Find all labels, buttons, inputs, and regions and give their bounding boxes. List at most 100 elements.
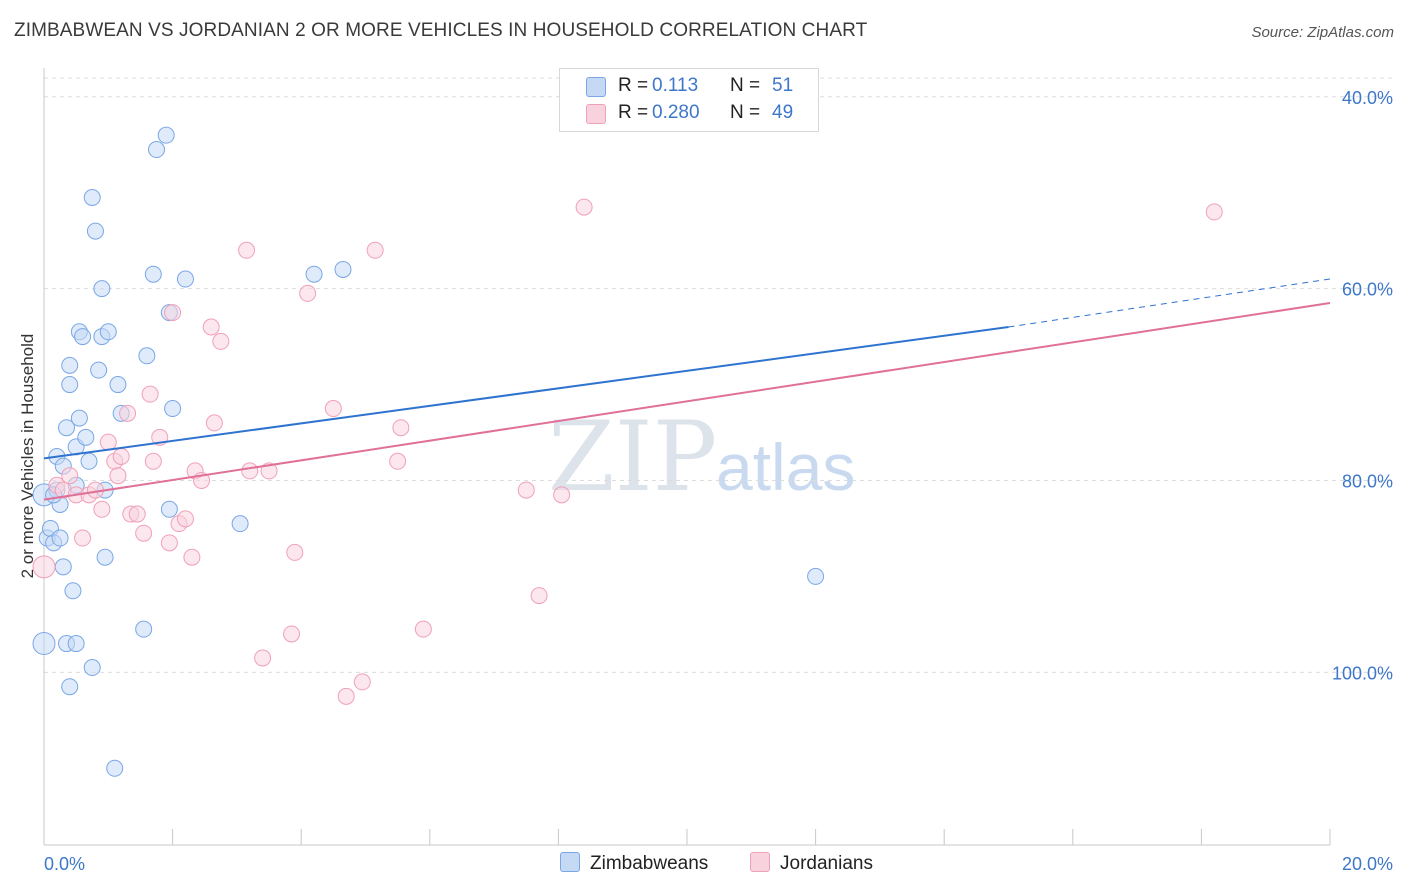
jordanian-point (575, 198, 593, 216)
jordanian-point (164, 304, 182, 322)
chart-title: ZIMBABWEAN VS JORDANIAN 2 OR MORE VEHICL… (14, 20, 868, 41)
jordanian-point (414, 620, 432, 638)
zimbabwean-point (80, 452, 98, 470)
zimbabwean-point (135, 620, 153, 638)
zimbabwean-point (83, 189, 101, 206)
zimbabwean-point (61, 356, 79, 374)
zimbabwean-point (86, 222, 104, 240)
zimbabwean-point (334, 260, 352, 278)
jordanian-point (553, 486, 571, 504)
legend-n-value: 51 (772, 75, 794, 96)
x-tick-label-left: 0.0% (44, 854, 85, 874)
zimbabwean-point (90, 361, 108, 379)
legend-swatch-pink (586, 104, 606, 124)
bottom-legend-swatch-blue (560, 852, 580, 872)
zimbabwean-point (164, 400, 182, 418)
y-tick-label: 60.0% (1342, 280, 1393, 300)
legend-r-label: R = (618, 75, 649, 96)
zimbabwean-point (51, 529, 69, 547)
jordanian-point (112, 448, 130, 465)
jordanian-point (337, 687, 355, 705)
jordanian-point (176, 510, 194, 528)
jordanian-point (238, 241, 256, 259)
jordanian-point (141, 385, 159, 403)
zimbabwean-point (138, 347, 156, 365)
watermark-atlas: atlas (716, 430, 855, 504)
jordanian-point (160, 534, 178, 552)
jordanian-point (324, 400, 342, 418)
jordanian-point (530, 587, 548, 605)
zimbabwean-point (305, 265, 323, 283)
jordanian-point (254, 649, 272, 667)
jordanian-point (109, 467, 127, 485)
zimbabwean-point (64, 582, 82, 600)
y-tick-label: 40.0% (1342, 88, 1393, 108)
jordanian-point (260, 462, 278, 480)
zimbabwean-point (231, 515, 249, 533)
zimbabwean-point (157, 126, 175, 144)
jordanian-point (283, 625, 301, 643)
jordanian-point (119, 404, 137, 422)
legend-n-label: N = (730, 75, 761, 96)
jordanian-point (135, 524, 153, 542)
legend-n-label: N = (730, 102, 761, 123)
jordanian-point (212, 332, 230, 350)
jordanian-point (389, 452, 407, 470)
jordanian-point (1205, 203, 1223, 221)
zimbabwean-point (58, 419, 76, 437)
legend-r-label: R = (618, 102, 649, 123)
zimbabwean-point (61, 376, 79, 394)
jordanian-point (144, 452, 162, 470)
zimbabwean-point (148, 141, 166, 159)
legend-n-value: 49 (772, 102, 794, 123)
source-label: Source: ZipAtlas.com (1251, 24, 1394, 41)
jordanian-point (392, 419, 410, 437)
jordanian-point (205, 414, 223, 432)
zimbabwean-point (93, 280, 111, 298)
jordanian-point (93, 500, 111, 518)
zimbabwean-trend-line (43, 326, 1009, 460)
jordanian-point (517, 481, 535, 499)
zimbabwean-point (32, 632, 56, 656)
jordanian-trend-line (43, 302, 1331, 501)
jordanian-point (61, 467, 79, 485)
zimbabwean-point (99, 323, 117, 341)
y-tick-label: 100.0% (1332, 663, 1393, 683)
zimbabwean-point (106, 759, 124, 777)
bottom-legend-label: Jordanians (780, 853, 873, 874)
jordanian-point (32, 555, 56, 579)
jordanian-point (183, 548, 201, 566)
jordanian-point (241, 462, 259, 480)
zimbabwean-point (807, 567, 825, 585)
watermark-zip: ZIP (548, 401, 717, 513)
jordanian-point (74, 529, 92, 547)
legend-swatch-blue (586, 77, 606, 97)
jordanian-point (353, 673, 371, 691)
bottom-legend-swatch-pink (750, 852, 770, 872)
zimbabwean-point (83, 659, 101, 677)
jordanian-point (299, 284, 317, 302)
jordanian-point (128, 505, 146, 523)
legend-r-value: 0.280 (652, 102, 700, 123)
x-tick-label-right: 20.0% (1342, 854, 1393, 874)
jordanian-point (202, 318, 220, 336)
zimbabwean-point (70, 409, 88, 427)
bottom-legend-label: Zimbabweans (590, 853, 709, 874)
zimbabwean-trend-extension (1008, 278, 1331, 328)
zimbabwean-point (61, 678, 79, 696)
zimbabwean-point (109, 376, 127, 394)
zimbabwean-point (74, 328, 92, 346)
zimbabwean-point (96, 548, 114, 566)
jordanian-point (366, 241, 384, 259)
zimbabwean-point (176, 270, 194, 288)
zimbabwean-point (77, 428, 95, 446)
correlation-legend: R = 0.113 N = 51 R = 0.280 N = 49 (559, 68, 819, 132)
zimbabwean-point (67, 635, 85, 653)
jordanian-point (99, 433, 117, 451)
y-tick-label: 80.0% (1342, 471, 1393, 491)
zimbabwean-point (54, 558, 72, 576)
jordanian-point (286, 543, 304, 561)
zimbabwean-point (160, 500, 178, 518)
zimbabwean-point (144, 265, 162, 283)
